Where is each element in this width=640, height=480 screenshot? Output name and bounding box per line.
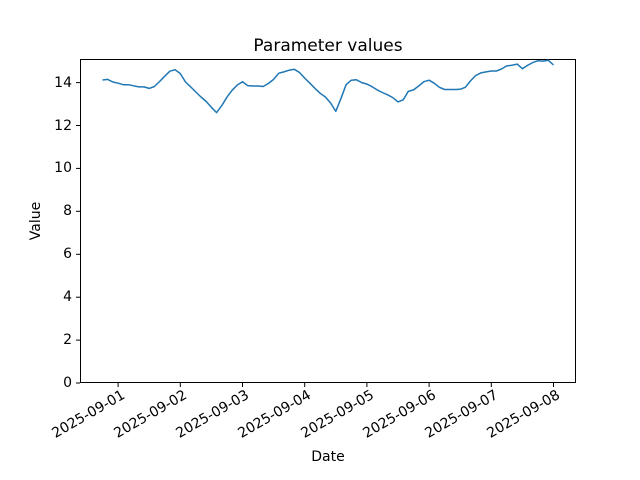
y-tick-label: 12 <box>54 117 72 134</box>
y-tick-label: 4 <box>63 289 72 306</box>
y-tick-label: 14 <box>54 74 72 91</box>
y-tick-label: 2 <box>63 332 72 349</box>
y-tick-label: 6 <box>63 246 72 263</box>
y-tick-label: 8 <box>63 203 72 220</box>
plot-area <box>80 59 576 383</box>
y-tick-label: 10 <box>54 160 72 177</box>
chart-title: Parameter values <box>253 36 403 56</box>
x-axis-label: Date <box>311 449 345 465</box>
y-tick-label: 0 <box>63 375 72 391</box>
series-line-parameter-values <box>102 59 555 114</box>
